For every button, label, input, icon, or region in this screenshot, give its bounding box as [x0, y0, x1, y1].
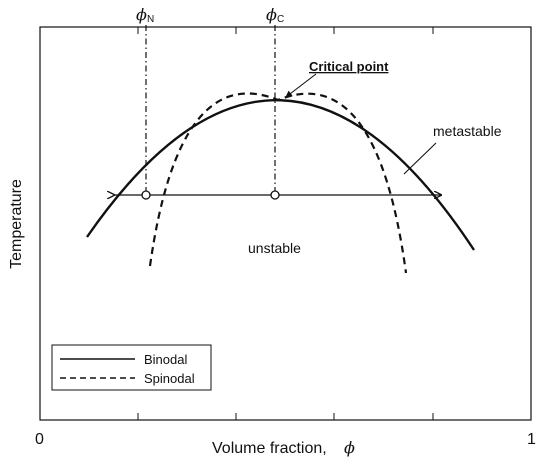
spinodal-curve [148, 92, 408, 274]
critical-point-label: Critical point [309, 59, 389, 74]
phi-c-point [270, 190, 280, 200]
binodal-curve [86, 99, 476, 251]
phi-c-label: ϕ C [266, 5, 284, 25]
phi-n-point [141, 190, 151, 200]
x-tick-min: 0 [35, 431, 44, 448]
x-ticks [137, 27, 434, 420]
phi-n-label: ϕ N [136, 5, 154, 25]
y-axis-label: Temperature [8, 179, 25, 269]
critical-point-arrow [285, 73, 317, 98]
legend: Binodal Spinodal [51, 344, 212, 391]
legend-spinodal-label: Spinodal [144, 371, 195, 386]
unstable-label: unstable [248, 240, 301, 256]
svg-text:C: C [277, 14, 284, 25]
metastable-label: metastable [433, 123, 502, 139]
svg-text:ϕ: ϕ [344, 438, 355, 457]
svg-text:Volume fraction,: Volume fraction, [212, 440, 327, 457]
metastable-pointer [403, 142, 437, 175]
plot-frame [39, 26, 532, 421]
svg-text:ϕ: ϕ [136, 5, 147, 24]
svg-text:N: N [147, 14, 154, 25]
x-tick-max: 1 [527, 431, 536, 448]
svg-text:ϕ: ϕ [266, 5, 277, 24]
x-axis-label: Volume fraction, ϕ [212, 438, 355, 457]
legend-binodal-label: Binodal [144, 352, 187, 367]
